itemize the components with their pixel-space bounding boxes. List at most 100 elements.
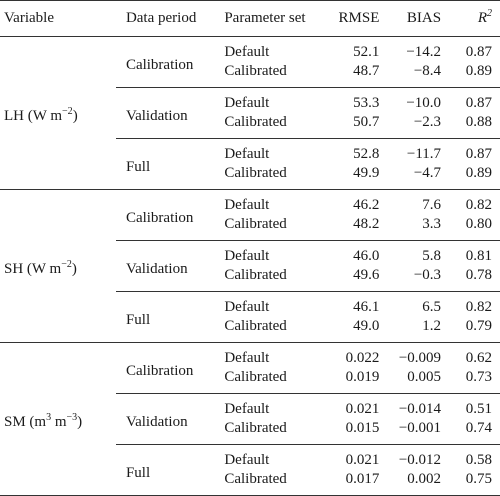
r2-cell: 0.73 [465,369,492,385]
r2-cell: 0.74 [465,420,492,436]
table-row: Calibrated 48.2 3.3 0.80 [0,215,500,241]
r2-cell: 0.79 [465,318,492,334]
rmse-cell: 0.021 [321,393,384,419]
r2-cell: 0.82 [465,197,492,213]
rmse-cell: 52.8 [321,138,384,164]
r2-cell: 0.58 [445,444,500,470]
r2-cell: 0.89 [465,63,492,79]
bias-cell: 3.3 [422,216,442,232]
rmse-cell: 0.019 [345,369,380,385]
header-parameter-set: Parameter set [224,10,306,26]
table-row: LH (W m−2) Calibration Default 52.1 −14.2 0.8… [0,37,500,124]
bias-cell: 0.002 [407,471,442,487]
rmse-cell: 46.2 [353,197,380,213]
variable-label-close: ) [72,107,78,124]
table-row: Validation Default 0.021 −0.014 0.51 [0,393,500,445]
parameter-set-cell: Default [224,197,270,213]
table-row: Full Default 46.1 6.5 0.82 [0,291,500,343]
r2-cell: 0.62 [465,350,492,366]
bias-cell: −0.009 [398,350,442,366]
parameter-set-cell: Default [220,240,322,266]
header-row: Variable Data period Parameter set RMSE … [0,0,500,37]
bias-cell: −11.7 [383,138,446,164]
parameter-set-cell: Calibrated [224,369,287,385]
parameter-set-cell: Calibrated [224,63,287,79]
rmse-cell: 46.0 [321,240,384,266]
data-period-cell: Full [115,138,221,190]
variable-unit-exponent: 3 [46,411,52,423]
r2-cell: 0.81 [445,240,500,266]
parameter-set-cell: Default [220,444,322,470]
parameter-set-cell: Calibrated [224,420,287,436]
r2-cell: 0.87 [445,87,500,113]
table-row: Calibrated 49.0 1.2 0.79 [0,317,500,343]
table-row: SM (m3 m−3) Calibration Default 0.022 −0.009… [0,342,500,430]
table-row: Calibrated 48.7 −8.4 0.89 [0,62,500,88]
variable-label: SH (W m [4,260,62,277]
r2-cell: 0.87 [465,44,492,60]
parameter-set-cell: Default [224,44,270,60]
rmse-cell: 50.7 [353,114,380,130]
data-period-cell: Validation [115,393,221,445]
table-row: Calibrated 49.9 −4.7 0.89 [0,164,500,190]
bias-cell: −2.3 [413,114,442,130]
table-row: Calibrated 0.019 0.005 0.73 [0,368,500,394]
parameter-set-cell: Calibrated [224,114,287,130]
variable-unit-exponent: −2 [61,258,72,270]
variable-unit-exponent-2: −3 [66,411,78,423]
table-row: Validation Default 53.3 −10.0 0.87 [0,87,500,139]
parameter-set-cell: Default [220,138,322,164]
parameter-set-cell: Default [220,393,322,419]
bias-cell: −14.2 [406,44,442,60]
table-row: SH (W m−2) Calibration Default 46.2 7.6 0.82 [0,189,500,277]
data-period-cell: Validation [115,87,221,139]
data-period-cell: Validation [115,240,221,292]
r2-cell: 0.51 [445,393,500,419]
table-row: Full Default 52.8 −11.7 0.87 [0,138,500,190]
table-row: Calibrated 50.7 −2.3 0.88 [0,113,500,139]
rmse-cell: 0.021 [321,444,384,470]
variable-cell: SH (W m−2) [0,190,116,343]
header-data-period: Data period [125,10,197,26]
rmse-cell: 49.9 [353,165,380,181]
parameter-set-cell: Calibrated [224,471,287,487]
header-r2: R2 [445,1,500,37]
variable-cell: LH (W m−2) [0,37,116,190]
r2-cell: 0.89 [465,165,492,181]
parameter-set-cell: Default [220,87,322,113]
data-period-cell: Full [115,291,221,343]
rmse-cell: 48.2 [353,216,380,232]
variable-unit-mid: m [51,413,67,430]
bias-cell: −0.012 [383,444,446,470]
rmse-cell: 52.1 [353,44,380,60]
variable-unit-exponent: −2 [62,105,73,117]
data-period-cell: Calibration [125,362,194,379]
data-period-cell: Full [115,444,221,496]
table-row: Calibrated 49.6 −0.3 0.78 [0,266,500,292]
bias-cell: −0.001 [398,420,442,436]
bias-cell: −4.7 [413,165,442,181]
rmse-cell: 49.0 [353,318,380,334]
parameter-set-cell: Default [220,291,322,317]
r2-cell: 0.88 [465,114,492,130]
variable-label-close: ) [71,260,77,277]
r2-cell: 0.75 [465,471,492,487]
r2-cell: 0.78 [465,267,492,283]
header-bias: BIAS [406,10,442,26]
parameter-set-cell: Calibrated [224,318,287,334]
r2-cell: 0.82 [445,291,500,317]
bias-cell: 7.6 [422,197,442,213]
rmse-cell: 49.6 [353,267,380,283]
bias-cell: −8.4 [413,63,442,79]
header-r2-base: R [477,10,487,26]
variable-cell: SM (m3 m−3) [0,343,116,496]
table-row: Validation Default 46.0 5.8 0.81 [0,240,500,292]
variable-label: SM (m [4,413,47,430]
r2-cell: 0.80 [465,216,492,232]
rmse-cell: 0.015 [345,420,380,436]
table-row: Calibrated 0.015 −0.001 0.74 [0,419,500,445]
bias-cell: 5.8 [383,240,446,266]
bias-cell: −10.0 [383,87,446,113]
rmse-cell: 0.022 [345,350,380,366]
